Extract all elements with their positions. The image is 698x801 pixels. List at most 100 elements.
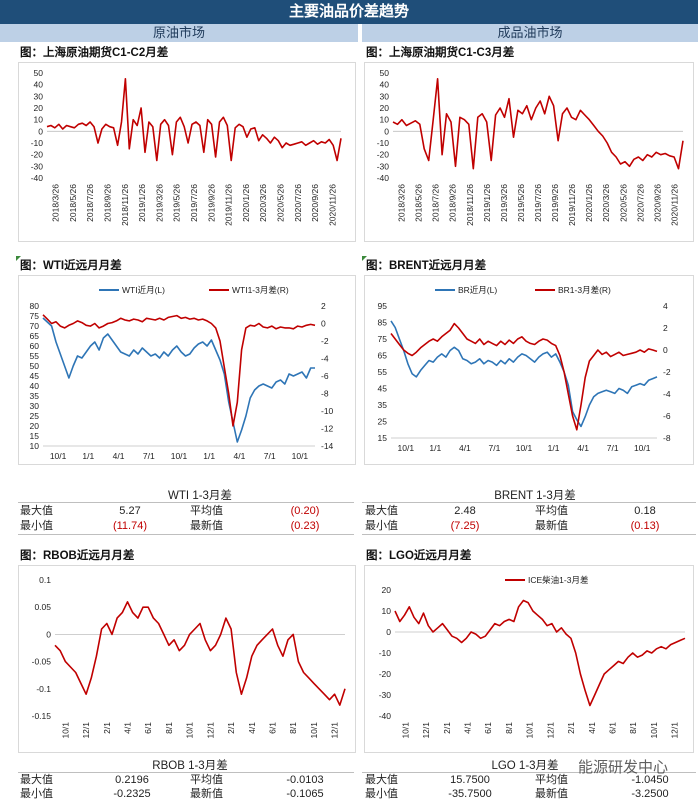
panel-title-c1c2: 图：上海原油期货C1-C2月差 [20,47,169,59]
x-tick-label: 4/1 [459,443,471,453]
brent-last-value: (0.13) [630,520,660,532]
y2-tick-label: -10 [321,406,334,416]
y2-tick-label: 2 [321,301,326,311]
x-tick-label: 10/1 [292,451,309,461]
x-tick-label: 2019/3/26 [154,184,164,222]
y2-tick-label: -6 [663,411,671,421]
x-tick-label: 12/1 [330,722,340,739]
x-tick-label: 1/1 [548,443,560,453]
brent-max-value: 2.48 [454,505,476,517]
divider [362,502,696,503]
x-tick-label: 2019/9/26 [550,184,560,222]
x-tick-label: 2018/7/26 [85,184,95,222]
chart-wti-svg: 80757065605550454035302520151020-2-4-6-8… [30,285,334,461]
x-tick-label: 4/1 [113,451,125,461]
y2-tick-label: -4 [663,389,671,399]
x-tick-label: 1/1 [429,443,441,453]
panel-title-c1c3: 图：上海原油期货C1-C3月差 [366,47,515,59]
y-tick-label: 15 [30,431,40,441]
rbob-min-label: 最小值 [20,788,53,800]
y-tick-label: -20 [379,669,392,679]
y-tick-label: 15 [378,433,388,443]
rbob-min-value: -0.2325 [113,788,151,800]
lgo-min-label: 最小值 [365,788,398,800]
cell-marker [16,256,21,261]
y2-tick-label: -6 [321,371,329,381]
y-tick-label: 25 [378,417,388,427]
series-line [390,322,658,431]
x-tick-label: 10/1 [398,443,415,453]
x-tick-label: 2/1 [566,722,576,734]
legend-label: BR近月(L) [458,285,497,295]
chart-rbob: 0.1 0.05 0 -0.05 -0.1 -0.15 10/1 12/1 2/1 4/1 6/1 8… [18,565,356,753]
x-tick-label: 7/1 [607,443,619,453]
x-tick-label: 2020/9/26 [652,184,662,222]
x-tick-label: 10/1 [309,722,319,739]
lgo-avg-value: -1.0450 [631,774,669,786]
x-tick-label: 6/1 [608,722,618,734]
chart-lgo-svg: 20 10 0 -10 -20 -30 -40 10/1 12/1 2/1 4/1 6/1 8/1 10/… [379,575,686,739]
chart-wti: 80 75 70 65 60 55 50 45 40 35 30 25 20 15 10 2 0 -2 -4 -6 -8… [18,275,356,465]
lgo-avg-label: 平均值 [535,774,568,786]
y-tick-label: 65 [378,351,388,361]
series-line [54,600,346,706]
chart-sc-c1c2: 50 40 30 20 10 0 -10 -20 -30 -40 2018/3/26 2018/5/2… [18,62,356,242]
y-tick-label: 65 [30,331,40,341]
y2-tick-label: -12 [321,424,334,434]
y2-tick-label: -2 [321,336,329,346]
x-tick-label: 1/1 [82,451,94,461]
wti-stats-title: WTI 1-3月差 [168,490,232,502]
divider [362,534,696,535]
y2-tick-label: -14 [321,441,334,451]
chart-brent-svg: 95 85 75 65 55 45 35 25 15 4 2 0 -2 -4 -6 -8 10/1 1/1 4/1 7… [378,285,671,453]
x-tick-label: 2020/1/26 [584,184,594,222]
x-tick-label: 2019/7/26 [533,184,543,222]
y-tick-label: 40 [34,80,44,90]
panel-title-wti: 图：WTI近远月月差 [20,260,122,272]
x-tick-label: 7/1 [143,451,155,461]
x-tick-label: 2019/5/26 [516,184,526,222]
legend-label: ICE柴油1-3月差 [528,575,588,585]
y-tick-label: 35 [30,391,40,401]
x-tick-label: 2018/7/26 [431,184,441,222]
x-tick-label: 2019/1/26 [482,184,492,222]
y-tick-label: 40 [380,80,390,90]
divider [18,534,354,535]
section-crude: 原油市场 [0,24,358,42]
y-tick-label: -20 [377,150,390,160]
wti-last-label: 最新值 [190,520,223,532]
y-tick-label: -10 [31,138,44,148]
x-tick-label: 2018/5/26 [414,184,424,222]
legend-label: BR1-3月差(R) [558,285,611,295]
y-tick-label: 50 [30,361,40,371]
x-tick-label: 12/1 [205,722,215,739]
chart-brent: 95 85 75 65 55 45 35 25 15 4 2 0 -2 -4 -6 -8 10/1 1/1 4/1 7… [364,275,694,465]
wti-last-value: (0.23) [290,520,320,532]
y-tick-label: 75 [30,311,40,321]
y-tick-label: 85 [378,318,388,328]
series-line [390,320,658,428]
y-tick-label: 0 [386,627,391,637]
y2-tick-label: 2 [663,323,668,333]
rbob-avg-label: 平均值 [190,774,223,786]
x-tick-label: 10/1 [634,443,651,453]
x-tick-label: 2/1 [102,722,112,734]
chart-rbob-svg: 0.1 0.05 0 -0.05 -0.1 -0.15 10/1 12/1 2/1 4/1 6/1 8… [32,575,346,739]
y-tick-label: -40 [377,173,390,183]
x-tick-label: 10/1 [525,722,535,739]
divider [362,772,696,773]
y-tick-label: 10 [30,441,40,451]
chart-lgo: 20 10 0 -10 -20 -30 -40 10/1 12/1 2/1 4/1 6/1 8/1 10/… [364,565,694,753]
y-tick-label: -0.05 [32,657,52,667]
cell-marker [362,256,367,261]
y-tick-label: 70 [30,321,40,331]
x-tick-label: 8/1 [628,722,638,734]
y-tick-label: 35 [378,400,388,410]
x-tick-label: 2020/3/26 [258,184,268,222]
y-tick-label: -30 [379,690,392,700]
y-tick-label: 55 [30,351,40,361]
y-tick-label: 45 [378,384,388,394]
brent-max-label: 最大值 [365,505,398,517]
x-tick-label: 2020/3/26 [601,184,611,222]
